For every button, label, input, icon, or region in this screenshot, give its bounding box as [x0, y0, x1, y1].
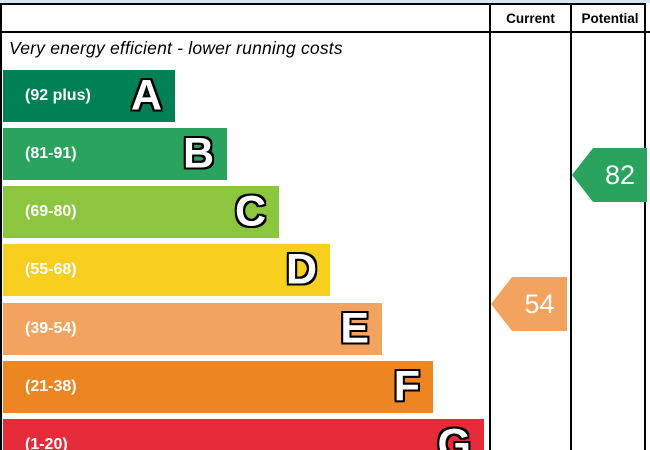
current-column-divider [489, 3, 491, 450]
band-c-range-label: (69-80) [25, 203, 77, 220]
potential-column-divider [570, 3, 572, 450]
band-g: (1-20) G [3, 419, 484, 450]
band-f-range-label: (21-38) [25, 378, 77, 395]
band-e: (39-54) E [3, 303, 382, 355]
potential-rating-value: 82 [604, 159, 636, 190]
current-arrow-shape [491, 277, 567, 331]
band-d: (55-68) D [3, 244, 330, 296]
band-a: (92 plus) A [3, 70, 175, 122]
potential-rating-arrow: 82 [572, 148, 647, 202]
left-point-pentagon-icon [572, 148, 647, 202]
potential-arrow-shape [572, 148, 647, 202]
current-rating-value: 54 [524, 288, 555, 319]
band-g-range-label: (1-20) [25, 436, 68, 450]
current-rating-arrow: 54 [491, 277, 567, 331]
band-b: (81-91) B [3, 128, 227, 180]
band-e-letter: E [340, 304, 369, 353]
band-d-letter: D [285, 245, 317, 294]
band-f-letter: F [393, 362, 420, 411]
band-g-letter: G [437, 420, 471, 450]
band-b-letter: B [182, 129, 214, 178]
top-caption: Very energy efficient - lower running co… [9, 38, 343, 58]
header-divider-line [0, 31, 650, 33]
potential-column-header: Potential [581, 10, 639, 26]
band-a-letter: A [130, 71, 162, 120]
band-a-range-label: (92 plus) [25, 87, 91, 104]
current-column-header: Current [506, 10, 555, 26]
table-border [0, 3, 646, 450]
band-e-range-label: (39-54) [25, 320, 77, 337]
left-point-pentagon-icon [491, 277, 567, 331]
band-b-range-label: (81-91) [25, 145, 77, 162]
band-f: (21-38) F [3, 361, 433, 413]
band-c: (69-80) C [3, 186, 279, 238]
top-accent-strip [0, 0, 650, 3]
band-d-range-label: (55-68) [25, 261, 77, 278]
band-c-letter: C [234, 187, 266, 236]
